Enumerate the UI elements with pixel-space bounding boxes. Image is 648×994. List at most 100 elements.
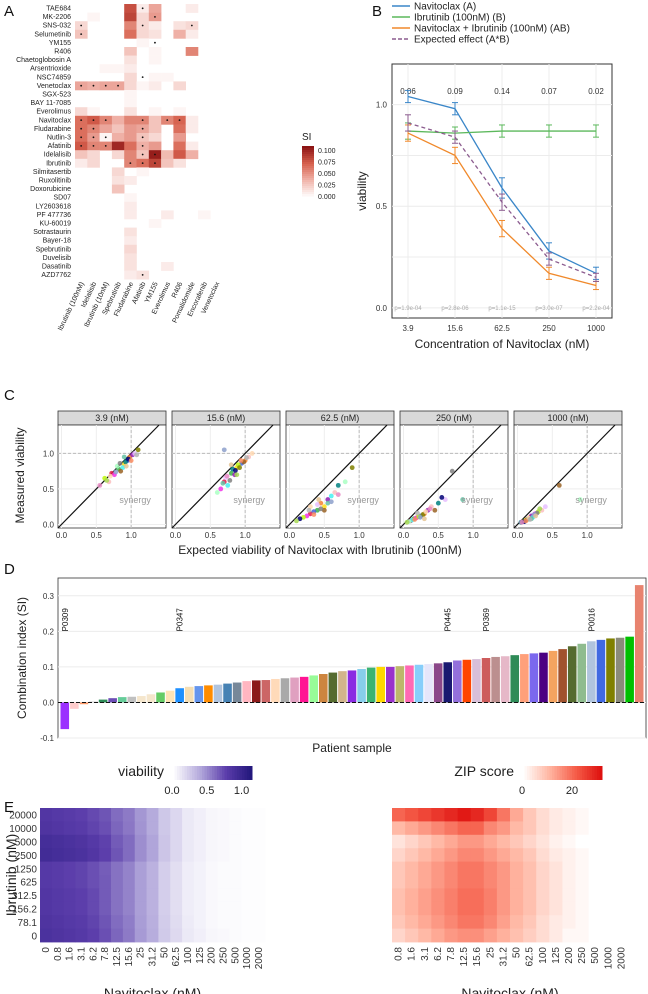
bar: [596, 639, 606, 703]
legend-tick: 0.050: [318, 171, 336, 178]
heatmap-cell: [170, 848, 183, 862]
heatmap-cell: [158, 808, 171, 822]
heatmap-cell: [124, 81, 137, 91]
legend-entry: Navitoclax (A): [414, 2, 476, 13]
heatmap-cell: [136, 12, 150, 22]
legend-gradient-step: [302, 162, 314, 165]
heatmap-cell: [536, 821, 550, 836]
bar: [462, 659, 472, 703]
significance-dot: [141, 274, 144, 276]
x-axis-label: Expected viability of Navitoclax with Ib…: [178, 543, 461, 557]
scatter-point: [442, 497, 448, 502]
heatmap-cell: [229, 901, 242, 916]
heatmap-cell: [122, 915, 136, 929]
heatmap-cell: [431, 901, 445, 916]
heatmap-cell: [124, 98, 137, 108]
x-tick-label: 125: [551, 947, 562, 964]
heatmap-cell: [510, 834, 524, 849]
x-tick-label: 3.9: [402, 324, 414, 333]
heatmap-cell: [87, 875, 100, 889]
bar: [587, 641, 596, 703]
heatmap-cell: [588, 888, 603, 903]
heatmap-row-label: R406: [54, 48, 71, 55]
heatmap-cell: [134, 834, 147, 849]
heatmap-cell: [229, 915, 242, 929]
heatmap-row-label: KU-60019: [39, 220, 71, 227]
y-tick-label: 10000: [9, 824, 37, 835]
heatmap-cell: [148, 107, 162, 117]
bar: [204, 685, 213, 703]
x-tick-label: 0.8: [53, 947, 64, 961]
x-tick-label: 1000: [242, 947, 253, 970]
heatmap-cell: [510, 821, 524, 836]
scatter-point: [249, 451, 255, 456]
legend-tick: 0.100: [318, 148, 336, 155]
heatmap-cell: [444, 888, 458, 903]
significance-dot: [104, 84, 107, 87]
heatmap-cell: [253, 888, 266, 903]
heatmap-cell: [444, 861, 458, 876]
bar: [529, 653, 539, 703]
heatmap-row-label: Navitoclax: [39, 117, 72, 124]
legend-gradient-step: [189, 766, 193, 780]
heatmap-cell: [510, 875, 524, 889]
heatmap-cell: [99, 834, 112, 849]
heatmap-cell: [158, 888, 171, 903]
legend-gradient-step: [229, 766, 233, 780]
bar: [79, 702, 89, 705]
heatmap-cell: [40, 848, 53, 862]
plot-frame: [57, 577, 647, 739]
heatmap-cell: [122, 808, 136, 822]
y-tick-label: 0.1: [43, 663, 55, 672]
scatter-point: [123, 463, 129, 469]
heatmap-cell: [170, 888, 183, 903]
heatmap-cell: [182, 875, 195, 889]
heatmap-cell: [170, 834, 183, 849]
legend-gradient-step: [199, 766, 203, 780]
heatmap-cell: [161, 210, 174, 220]
heatmap-cell: [614, 888, 629, 903]
heatmap-cell: [122, 901, 136, 916]
legend-gradient-step: [222, 766, 225, 780]
facet-title: 1000 (nM): [547, 413, 588, 423]
scatter-point: [533, 513, 538, 519]
x-tick-label: 200: [207, 947, 218, 964]
bar: [175, 688, 184, 703]
legend-gradient-step: [592, 766, 595, 780]
heatmap-cell: [205, 834, 219, 849]
heatmap-cell: [470, 808, 485, 822]
scatter-point: [404, 519, 410, 525]
x-tick-label: 50: [159, 947, 170, 959]
heatmap-cell: [575, 901, 590, 916]
heatmap-cell: [182, 848, 195, 862]
heatmap-cell: [99, 821, 112, 836]
heatmap-cell: [87, 928, 100, 943]
legend-gradient-step: [302, 152, 314, 155]
heatmap-cell: [111, 888, 124, 903]
heatmap-cell: [405, 821, 419, 836]
heatmap-cell: [205, 848, 219, 862]
scatter-point: [218, 486, 224, 492]
scatter-point: [423, 509, 429, 515]
heatmap-row-label: Ibrutinib: [46, 160, 71, 167]
heatmap-cell: [470, 834, 485, 849]
bar: [98, 699, 108, 703]
legend-gradient-step: [302, 176, 314, 179]
heatmap-cell: [124, 21, 137, 31]
legend-gradient-step: [582, 766, 585, 780]
y-tick-label: 312.5: [12, 891, 37, 902]
heatmap-cell: [588, 861, 603, 876]
heatmap-cell: [99, 848, 112, 862]
scatter-point: [117, 460, 123, 466]
heatmap-cell: [99, 808, 112, 822]
x-tick-label: 0.0: [284, 531, 296, 540]
x-tick-label: 31.2: [498, 947, 509, 967]
heatmap-cell: [614, 901, 629, 916]
bar: [539, 652, 548, 703]
x-tick-label: 100: [538, 947, 549, 964]
heatmap-cell: [161, 158, 174, 168]
heatmap-cell: [75, 888, 88, 903]
heatmap-cell: [134, 875, 147, 889]
heatmap-cell: [418, 808, 432, 822]
heatmap-cell: [253, 834, 266, 849]
